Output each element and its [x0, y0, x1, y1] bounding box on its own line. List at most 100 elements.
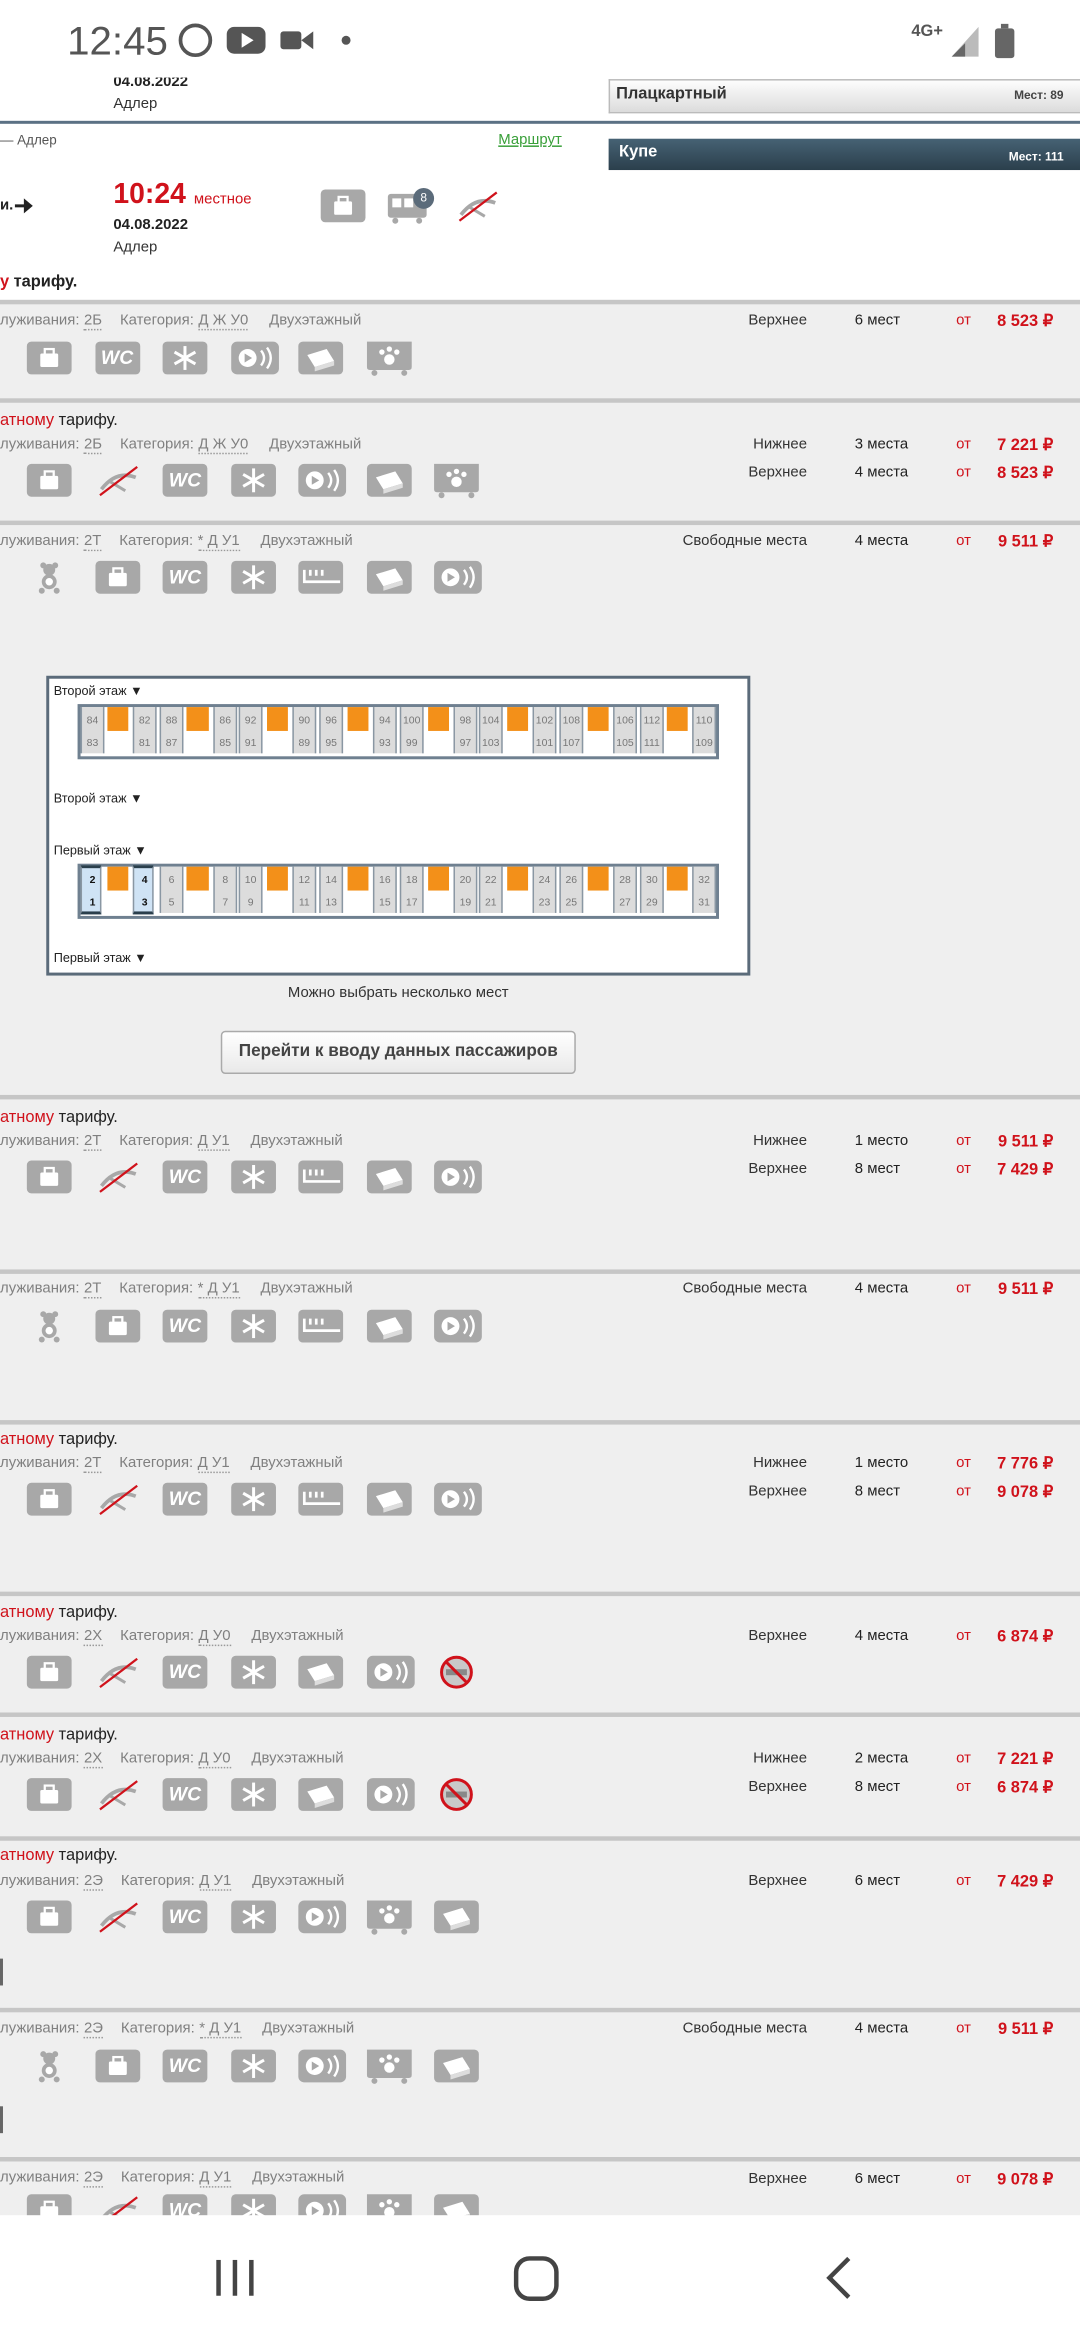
seat-number: 88	[165, 716, 178, 727]
seat[interactable]	[319, 707, 344, 754]
price[interactable]: 7 221 ₽	[997, 436, 1054, 455]
seat-number: 3	[141, 898, 148, 909]
seat[interactable]	[292, 866, 317, 913]
seat-type: Нижнее	[753, 1750, 808, 1767]
seat-count: 3 места	[854, 436, 909, 453]
price-from: от	[956, 464, 971, 482]
price[interactable]: 9 511 ₽	[997, 1132, 1054, 1151]
seat[interactable]	[80, 707, 105, 754]
seat-number: 91	[244, 738, 257, 749]
price[interactable]: 7 221 ₽	[997, 1750, 1054, 1769]
seat[interactable]	[478, 707, 503, 754]
seat-number: 21	[484, 898, 497, 909]
seat-number: 110	[695, 716, 713, 727]
price[interactable]: 7 776 ₽	[997, 1455, 1054, 1474]
seat-type: Свободные места	[682, 2020, 808, 2037]
seat[interactable]	[692, 866, 717, 913]
icon-wc-label: WC	[168, 1165, 202, 1188]
price[interactable]: 8 523 ₽	[997, 464, 1054, 483]
service-line: луживания: 2Т Категория: * Д У1 Двухэтажный	[0, 533, 353, 552]
seat[interactable]	[292, 707, 317, 754]
seat[interactable]	[692, 707, 717, 754]
tab-active-bg[interactable]	[608, 138, 1080, 171]
seat[interactable]	[372, 866, 397, 913]
service-room	[666, 707, 688, 731]
price[interactable]: 7 429 ₽	[997, 1161, 1054, 1180]
seat[interactable]	[132, 865, 154, 915]
seat-number: 28	[619, 875, 631, 887]
icon-bed	[366, 1160, 411, 1194]
price[interactable]: 9 511 ₽	[997, 1280, 1054, 1299]
seat[interactable]	[453, 707, 478, 754]
route: — Адлер	[0, 132, 57, 148]
seat[interactable]	[213, 707, 238, 754]
service-line: луживания: 2Б Категория: Д Ж У0 Двухэтажный	[0, 312, 362, 331]
deck: Двухэтажный	[251, 1628, 344, 1645]
clock: 12:45	[67, 18, 168, 64]
icon-toy	[38, 562, 60, 594]
seat[interactable]	[159, 866, 184, 913]
price[interactable]: 6 874 ₽	[997, 1778, 1054, 1797]
seat[interactable]	[559, 707, 584, 754]
continue-button[interactable]: Перейти к вводу данных пассажиров	[220, 1030, 576, 1075]
seat-type: Нижнее	[753, 1132, 808, 1150]
icon-bag	[94, 2049, 140, 2083]
price[interactable]: 9 511 ₽	[997, 533, 1054, 552]
service-label: луживания:	[0, 533, 80, 550]
seat-type: Верхнее	[748, 1161, 808, 1178]
seat[interactable]	[613, 866, 637, 913]
seat[interactable]	[559, 866, 584, 913]
seat[interactable]	[532, 866, 557, 913]
service-class: 2Т	[83, 1455, 102, 1474]
seat-number: 100	[402, 716, 421, 727]
service-line: луживания: 2Э Категория: Д У1 Двухэтажный	[0, 1872, 344, 1891]
seat[interactable]	[319, 866, 344, 913]
price[interactable]: 7 429 ₽	[997, 1872, 1054, 1891]
price[interactable]: 9 078 ₽	[997, 2171, 1054, 2190]
icon-nope	[98, 1780, 138, 1811]
seat-number: 83	[86, 738, 99, 749]
seat[interactable]	[639, 707, 664, 754]
price[interactable]: 6 874 ₽	[997, 1628, 1054, 1647]
seat[interactable]	[478, 866, 503, 913]
seat-count: 8 мест	[854, 1483, 901, 1500]
seat[interactable]	[213, 866, 238, 913]
service-label: луживания:	[0, 2169, 80, 2187]
icon-bed	[298, 1778, 344, 1811]
deck: Двухэтажный	[269, 312, 362, 329]
seat-number: 31	[698, 898, 710, 909]
icon-bag	[26, 341, 72, 375]
icon-wc-label: WC	[168, 565, 202, 588]
seat-number: 6	[168, 875, 175, 887]
icon-paw	[434, 463, 479, 499]
icon-wc	[162, 2049, 208, 2083]
seat-number: 19	[459, 898, 472, 909]
icon-nope	[98, 1902, 138, 1933]
seat[interactable]	[399, 707, 424, 754]
icon-bed	[366, 1309, 411, 1343]
deck: Двухэтажный	[251, 1750, 344, 1767]
fare-suffix: тарифу.	[58, 411, 118, 430]
icon-bag	[26, 1160, 72, 1194]
seat[interactable]	[399, 866, 424, 913]
seat[interactable]	[238, 866, 263, 913]
seat[interactable]	[132, 707, 157, 754]
price-from: от	[956, 1280, 971, 1298]
service-room	[666, 866, 688, 891]
tab-seats: Мест: 89	[1014, 88, 1064, 103]
seat[interactable]	[532, 707, 557, 754]
seat[interactable]	[372, 707, 397, 754]
price[interactable]: 9 078 ₽	[997, 1483, 1054, 1502]
price[interactable]: 9 511 ₽	[997, 2020, 1054, 2039]
seat[interactable]	[639, 866, 664, 913]
fare-prefix: атному	[0, 1846, 55, 1865]
icon-wc-label: WC	[168, 1487, 202, 1510]
route-link[interactable]: Маршрут	[498, 132, 562, 149]
seat[interactable]	[238, 707, 263, 754]
seat[interactable]	[159, 707, 184, 754]
tab-active-seats: Мест: 111	[1008, 149, 1064, 164]
seat[interactable]	[453, 866, 478, 913]
price[interactable]: 8 523 ₽	[997, 312, 1054, 331]
seat[interactable]	[80, 865, 102, 915]
seat[interactable]	[613, 707, 637, 754]
